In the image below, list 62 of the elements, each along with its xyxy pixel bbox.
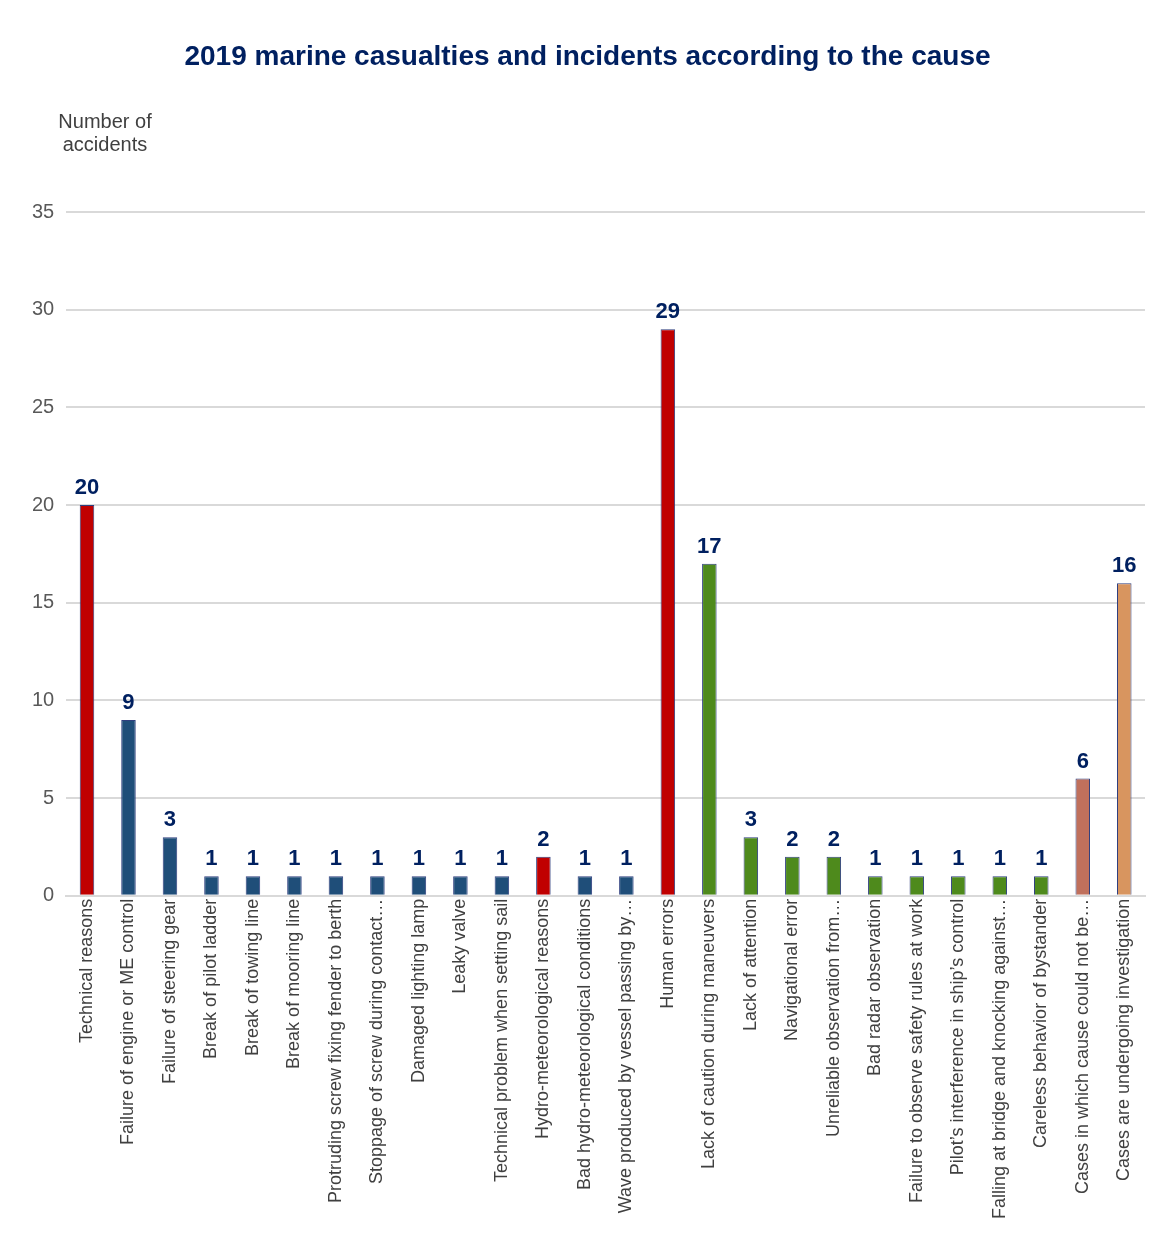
data-label: 1 [1035, 845, 1048, 871]
x-tick-label: Lack of attention [739, 898, 760, 1031]
data-label: 1 [205, 845, 218, 871]
y-axis-title: Number of accidents [57, 110, 153, 156]
data-label: 1 [952, 845, 965, 871]
x-tick-label: Cases are undergoing investigation [1113, 898, 1134, 1181]
y-tick-label: 15 [32, 590, 55, 613]
data-label: 1 [495, 845, 509, 871]
data-label: 1 [620, 845, 633, 871]
data-label: 29 [655, 298, 681, 324]
data-label: 9 [122, 689, 135, 715]
x-tick-label: Failure to observe safety rules at work [905, 897, 926, 1203]
x-tick-label: Break of mooring line [283, 898, 304, 1069]
data-label: 3 [744, 806, 757, 832]
data-label: 6 [1076, 747, 1089, 773]
data-label: 1 [993, 845, 1006, 871]
x-tick-label: Human errors [656, 898, 677, 1009]
x-tick-label: Break of pilot ladder [200, 898, 221, 1059]
x-tick-label: Technical reasons [75, 898, 96, 1043]
x-tick-label: Break of towing line [241, 898, 262, 1056]
x-tick-label: Failure of steering gear [158, 898, 179, 1084]
x-tick-label: Navigational error [781, 898, 802, 1041]
x-tick-label: Damaged lighting lamp [407, 898, 428, 1083]
data-label: 1 [869, 845, 882, 871]
x-tick-label: Technical problem when setting sail [490, 898, 511, 1182]
data-label: 2 [827, 825, 840, 851]
y-tick-label: 35 [32, 199, 55, 222]
x-tick-label: Pilot’s interference in ship’s control [947, 898, 968, 1176]
x-tick-label: Lack of caution during maneuvers [698, 898, 719, 1169]
x-tick-label: Wave produced by vessel passing by… [615, 898, 636, 1214]
y-tick-label: 20 [32, 492, 55, 515]
y-tick-label: 25 [32, 394, 55, 417]
y-tick-label: 0 [43, 883, 55, 906]
data-label: 2 [786, 825, 799, 851]
data-label: 3 [163, 806, 177, 832]
x-tick-label: Falling at bridge and knocking against… [988, 898, 1009, 1220]
data-label: 1 [454, 845, 467, 871]
y-tick-label: 10 [32, 687, 55, 710]
chart-title: 2019 marine casualties and incidents according to the cause [183, 40, 992, 72]
y-tick-label: 30 [32, 297, 55, 320]
x-tick-label: Leaky valve [449, 898, 470, 994]
data-label: 1 [246, 845, 260, 871]
x-tick-label: Bad hydro-meteorological conditions [573, 898, 594, 1190]
data-label: 17 [697, 532, 722, 558]
x-tick-label: Bad radar observation [864, 898, 885, 1076]
data-label: 2 [537, 825, 550, 851]
data-label: 1 [412, 845, 426, 871]
x-tick-label: Unreliable observation from… [822, 898, 843, 1137]
data-label: 1 [578, 845, 591, 871]
x-tick-label: Hydro-meteorological reasons [532, 898, 553, 1139]
y-tick-label: 5 [43, 785, 55, 808]
data-label: 1 [910, 845, 923, 871]
x-tick-label: Careless behavior of bystander [1030, 898, 1051, 1148]
data-label: 1 [371, 845, 384, 871]
data-label: 1 [329, 845, 343, 871]
x-tick-label: Protruding screw fixing fender to berth [324, 898, 345, 1203]
data-label: 1 [288, 845, 301, 871]
x-tick-label: Cases in which cause could not be… [1071, 898, 1092, 1194]
x-tick-label: Failure of engine or ME control [117, 898, 138, 1145]
x-tick-label: Stoppage of screw during contact… [366, 898, 387, 1184]
data-label: 20 [74, 474, 100, 500]
data-label: 16 [1112, 552, 1137, 578]
